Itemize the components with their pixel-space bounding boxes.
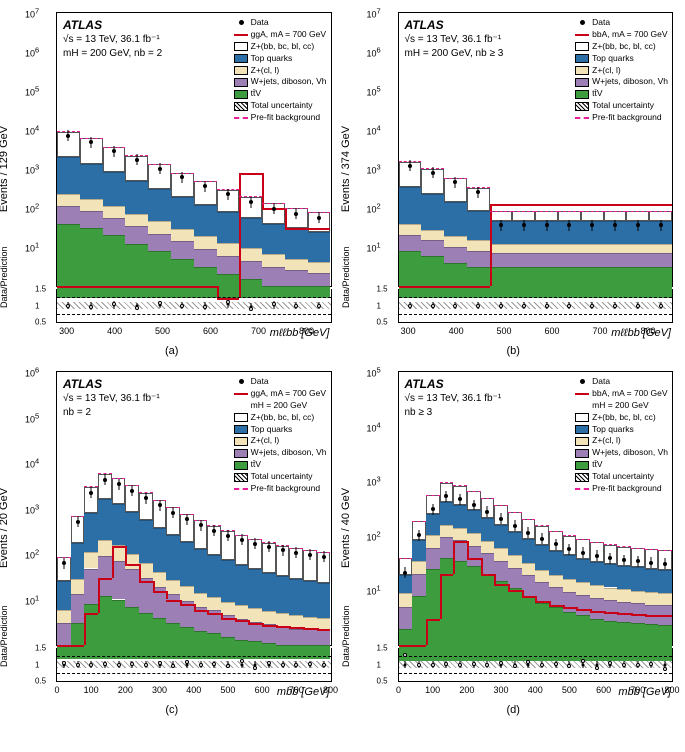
info-box: ATLAS√s = 13 TeV, 36.1 fb⁻¹nb = 2 xyxy=(63,376,160,419)
ratio-y-label: Data/Prediction xyxy=(341,246,351,308)
panel-a: 101102103104105106107ATLAS√s = 13 TeV, 3… xyxy=(4,4,340,357)
panel-b: 101102103104105106107ATLAS√s = 13 TeV, 3… xyxy=(346,4,682,357)
x-axis-label: mℓℓbb [GeV] xyxy=(611,327,671,339)
panel-caption: (a) xyxy=(165,345,178,357)
y-axis-label: Events / 374 GeV xyxy=(340,126,352,212)
panel-caption: (c) xyxy=(165,704,178,716)
x-axis-label: mbb [GeV] xyxy=(277,686,330,698)
info-box: ATLAS√s = 13 TeV, 36.1 fb⁻¹mH = 200 GeV,… xyxy=(405,17,504,60)
ratio-y-label: Data/Prediction xyxy=(341,605,351,667)
info-box: ATLAS√s = 13 TeV, 36.1 fb⁻¹mH = 200 GeV,… xyxy=(63,17,162,60)
legend: DataggA, mA = 700 GeVZ+(bb, bc, bl, cc)T… xyxy=(234,17,327,124)
ratio-y-label: Data/Prediction xyxy=(0,246,9,308)
y-axis-label: Events / 40 GeV xyxy=(340,488,352,568)
x-axis-label: mℓℓbb [GeV] xyxy=(270,327,330,339)
panel-d: 101102103104105ATLAS√s = 13 TeV, 36.1 fb… xyxy=(346,363,682,716)
panel-caption: (b) xyxy=(507,345,520,357)
y-axis-label: Events / 129 GeV xyxy=(0,126,10,212)
panel-caption: (d) xyxy=(507,704,520,716)
info-box: ATLAS√s = 13 TeV, 36.1 fb⁻¹nb ≥ 3 xyxy=(405,376,502,419)
figure-grid: 101102103104105106107ATLAS√s = 13 TeV, 3… xyxy=(0,0,685,720)
legend: DatabbA, mA = 700 GeVZ+(bb, bc, bl, cc)T… xyxy=(575,17,668,124)
ratio-y-label: Data/Prediction xyxy=(0,605,9,667)
x-axis-label: mbb [GeV] xyxy=(618,686,671,698)
y-axis-label: Events / 20 GeV xyxy=(0,488,10,568)
legend: DatabbA, mA = 700 GeVmH = 200 GeVZ+(bb, … xyxy=(575,376,668,495)
panel-c: 101102103104105106ATLAS√s = 13 TeV, 36.1… xyxy=(4,363,340,716)
legend: DataggA, mA = 700 GeVmH = 200 GeVZ+(bb, … xyxy=(234,376,327,495)
